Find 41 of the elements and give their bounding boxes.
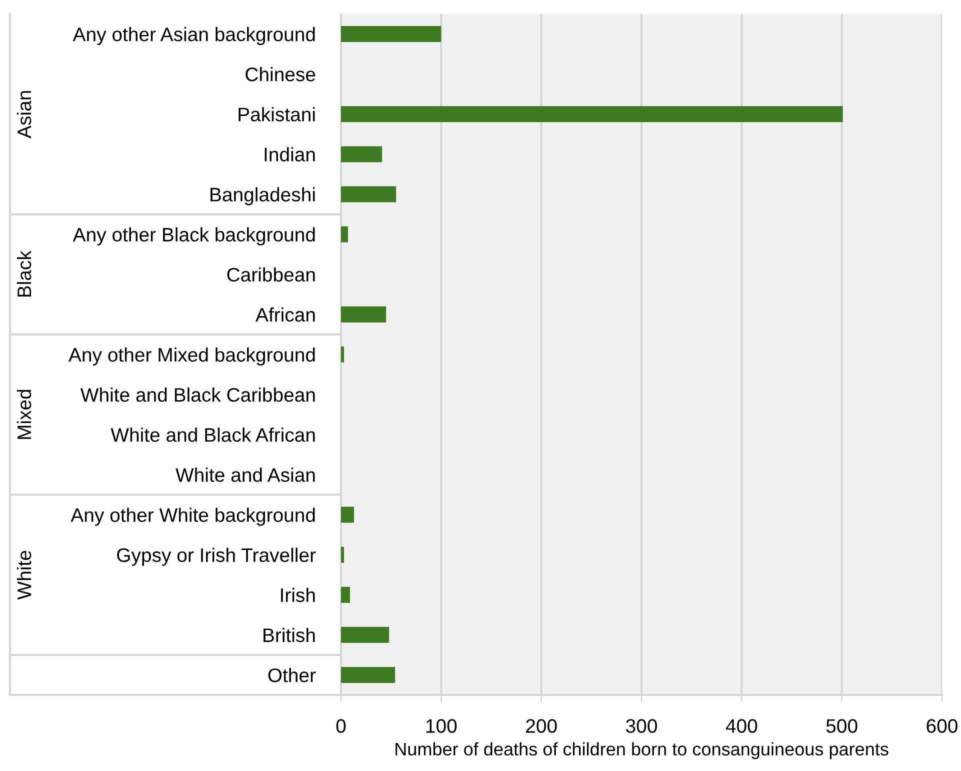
- y-tick-label: Caribbean: [227, 267, 315, 282]
- x-tick-label: 0: [336, 719, 346, 733]
- y-tick-label: White and Black Caribbean: [80, 388, 315, 402]
- bar: [341, 106, 843, 122]
- y-tick-label: Any other Black background: [72, 227, 315, 246]
- x-tick-label: 500: [826, 719, 858, 733]
- text: Black: [16, 250, 32, 297]
- bar: [341, 546, 344, 563]
- bar: [341, 586, 350, 603]
- x-axis-title: Number of deaths of children born to consanguineous parents: [396, 742, 888, 760]
- bar: [341, 506, 354, 523]
- x-tick-label: 600: [926, 719, 958, 733]
- text: White: [16, 550, 32, 600]
- y-tick-label: Chinese: [246, 67, 316, 82]
- y-tick-label: Indian: [264, 147, 315, 162]
- bar: [341, 666, 396, 683]
- y-tick-label: Any other White background: [70, 508, 315, 526]
- y-tick-label: White and Black African: [110, 428, 315, 442]
- bar: [341, 146, 382, 162]
- bar: [341, 226, 348, 242]
- bar: [341, 26, 442, 42]
- bar: [341, 186, 396, 202]
- bar: [341, 306, 386, 322]
- x-tick-label: 400: [726, 719, 758, 733]
- y-tick-label: Other: [268, 668, 316, 682]
- text: Mixed: [16, 390, 32, 439]
- y-tick-label: Irish: [281, 588, 315, 602]
- y-tick-label: Any other Mixed background: [68, 347, 315, 366]
- y-tick-label: Bangladeshi: [210, 187, 315, 206]
- y-tick-label: Pakistani: [238, 107, 315, 122]
- bar: [341, 626, 390, 643]
- x-tick-label: 200: [526, 719, 557, 733]
- x-tick-label: 100: [426, 719, 457, 733]
- y-tick-label: African: [256, 307, 315, 322]
- y-tick-label: Gypsy or Irish Traveller: [117, 548, 316, 566]
- y-tick-label: Any other Asian background: [72, 26, 315, 46]
- y-tick-label: White and Asian: [176, 468, 315, 482]
- y-tick-label: British: [264, 628, 315, 642]
- text: Asian: [16, 91, 32, 138]
- bar: [341, 346, 344, 363]
- x-tick-label: 300: [626, 719, 657, 733]
